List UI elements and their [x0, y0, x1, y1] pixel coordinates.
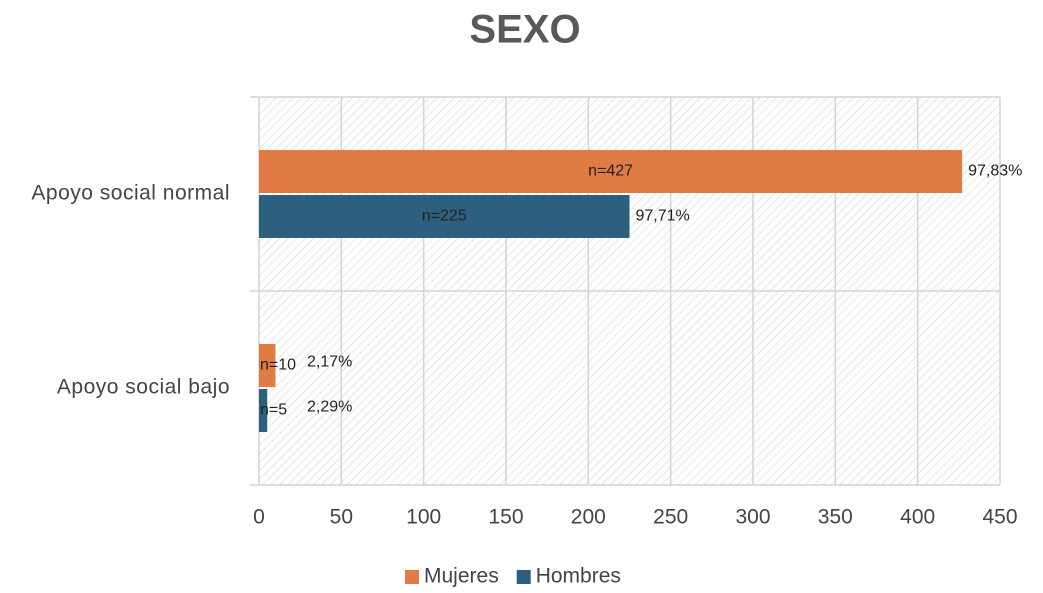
- annotation: 2,29%: [307, 399, 352, 416]
- x-tick-label: 250: [653, 506, 688, 529]
- value-label: n=427: [588, 163, 633, 180]
- bar: [259, 389, 268, 432]
- legend-swatch: [516, 570, 531, 584]
- legend-label: Hombres: [536, 565, 621, 588]
- bar: [259, 150, 963, 193]
- annotation: 2,17%: [307, 354, 352, 371]
- x-tick-label: 50: [330, 506, 353, 529]
- x-tick-label: 350: [818, 506, 853, 529]
- x-tick-label: 150: [488, 506, 523, 529]
- legend-swatch: [405, 570, 419, 584]
- legend-label: Mujeres: [424, 565, 499, 588]
- y-tick-label: Apoyo social bajo: [57, 376, 230, 399]
- x-tick-label: 200: [571, 506, 606, 529]
- x-tick-label: 400: [900, 506, 935, 529]
- chart-title: SEXO: [469, 8, 580, 52]
- x-tick-label: 0: [253, 506, 265, 529]
- annotation: 97,71%: [636, 208, 690, 225]
- bar: [259, 344, 276, 387]
- x-tick-label: 300: [735, 506, 770, 529]
- value-label: n=225: [422, 208, 467, 225]
- x-tick-label: 450: [982, 506, 1017, 529]
- x-tick-label: 100: [406, 506, 441, 529]
- value-label: n=10: [260, 357, 296, 374]
- value-label: n=5: [260, 402, 287, 419]
- bar: [259, 195, 630, 238]
- y-tick-label: Apoyo social normal: [31, 182, 230, 205]
- annotation: 97,83%: [968, 163, 1022, 180]
